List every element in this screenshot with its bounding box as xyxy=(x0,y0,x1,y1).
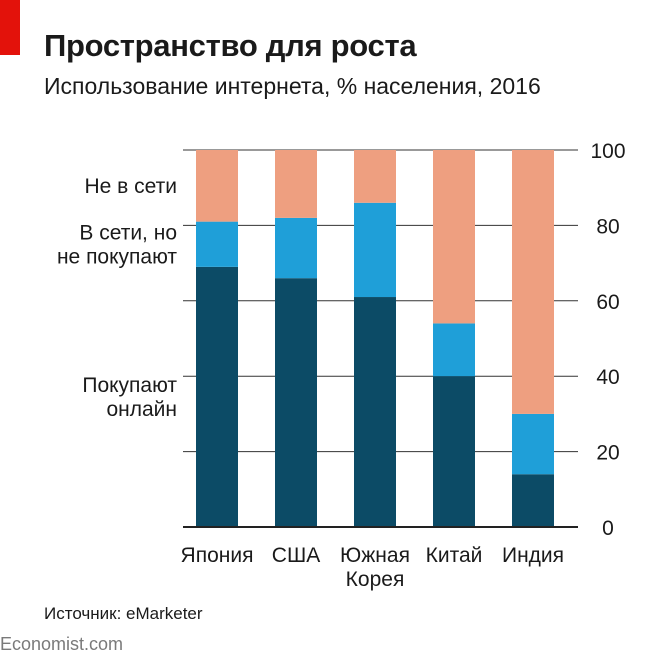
bar-индия-series-3 xyxy=(512,150,554,414)
bar-китай-series-2 xyxy=(433,323,475,377)
category-label-южная-корея: Южная Корея xyxy=(340,544,410,591)
accent-tag xyxy=(0,0,20,55)
bar-индия-series-1 xyxy=(512,474,554,527)
legend-label-series-2: В сети, но не покупают xyxy=(57,221,177,268)
y-tick-label-60: 60 xyxy=(596,291,619,314)
brand-label: Economist.com xyxy=(0,634,124,654)
bar-сша-series-1 xyxy=(275,278,317,527)
bar-китай-series-3 xyxy=(433,150,475,324)
bar-япония-series-1 xyxy=(196,266,238,527)
legend-label-series-1: Покупают онлайн xyxy=(82,374,177,421)
category-label-китай: Китай xyxy=(426,544,483,567)
bar-япония-series-3 xyxy=(196,150,238,222)
category-label-япония: Япония xyxy=(181,544,254,567)
legend-label-series-3: Не в сети xyxy=(84,175,177,198)
bar-южная-корея-series-2 xyxy=(354,202,396,298)
y-tick-label-20: 20 xyxy=(596,442,619,465)
bar-япония-series-2 xyxy=(196,221,238,267)
bar-сша-series-3 xyxy=(275,150,317,218)
bar-южная-корея-series-1 xyxy=(354,297,396,527)
chart-subtitle: Использование интернета, % населения, 20… xyxy=(44,73,541,99)
chart-title: Пространство для роста xyxy=(44,28,417,63)
y-tick-label-100: 100 xyxy=(590,140,625,163)
bar-индия-series-2 xyxy=(512,413,554,475)
bar-южная-корея-series-3 xyxy=(354,150,396,203)
y-tick-label-40: 40 xyxy=(596,366,619,389)
source-note: Источник: eMarketer xyxy=(44,604,203,623)
bar-сша-series-2 xyxy=(275,217,317,279)
y-tick-label-80: 80 xyxy=(596,215,619,238)
y-tick-label-0: 0 xyxy=(602,517,614,540)
category-label-индия: Индия xyxy=(502,544,564,567)
category-label-сша: США xyxy=(272,544,320,567)
bar-китай-series-1 xyxy=(433,376,475,527)
